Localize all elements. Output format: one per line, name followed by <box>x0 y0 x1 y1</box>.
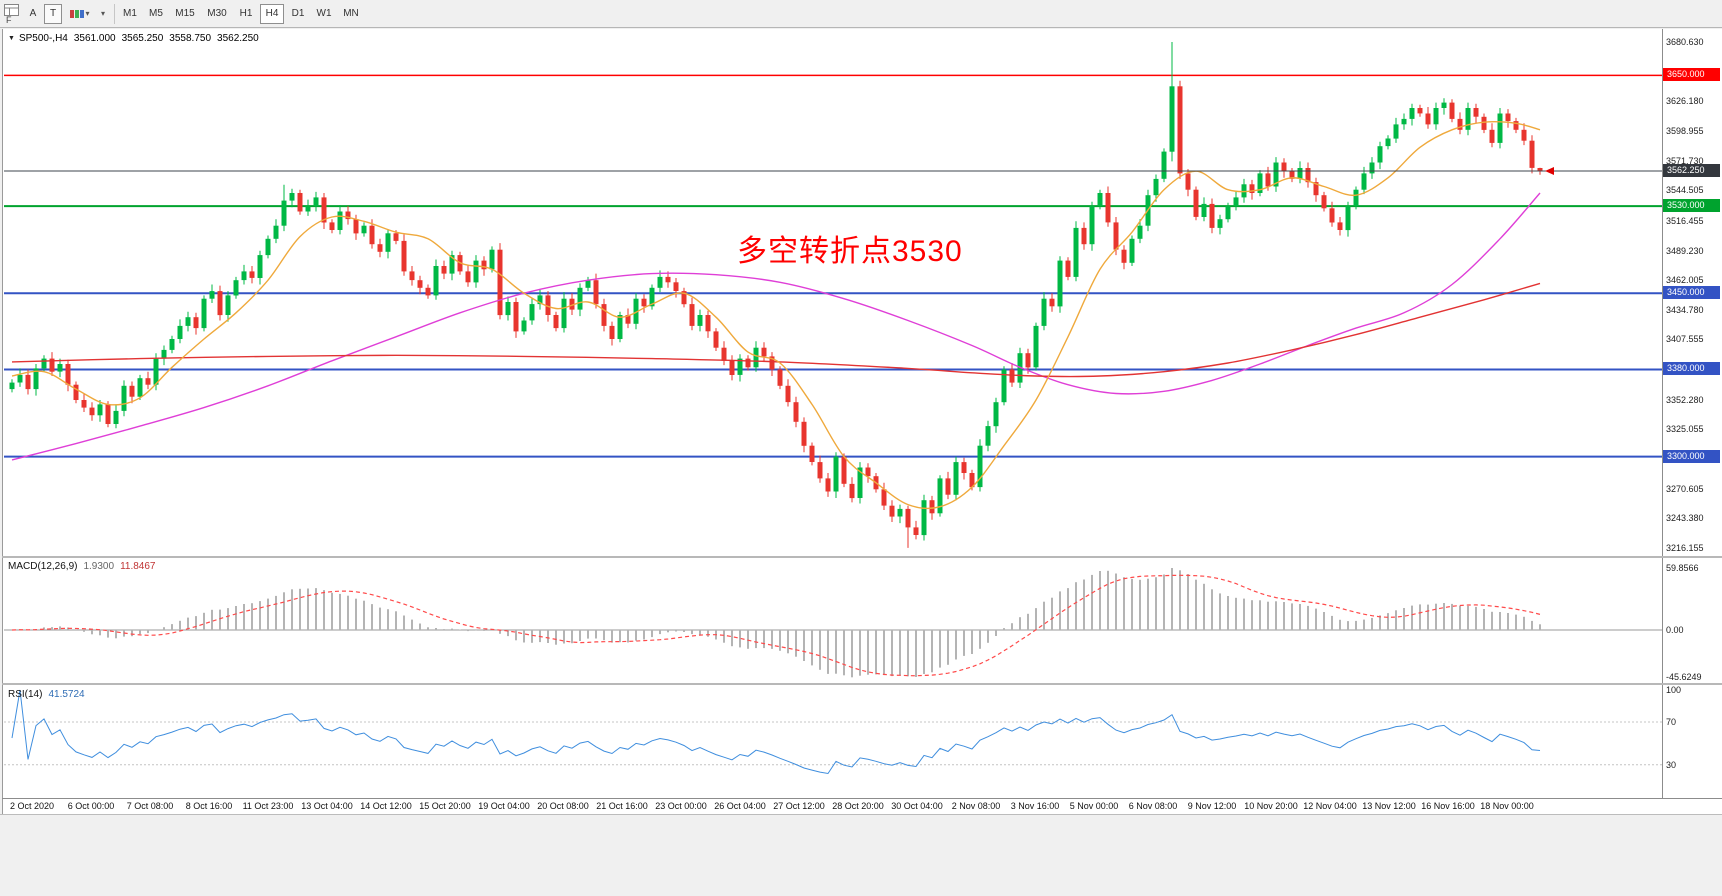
ohlc-high: 3565.250 <box>121 33 164 44</box>
chevron-down-icon: ▾ <box>85 9 90 18</box>
rsi-panel-canvas[interactable] <box>4 686 1662 798</box>
timeframe-m5-button[interactable]: M5 <box>144 4 168 24</box>
chart-header: ▼ SP500-,H4 3561.000 3565.250 3558.750 3562.2… <box>8 33 265 44</box>
macd-signal-value: 11.8467 <box>120 561 156 572</box>
axis-separator-line <box>1662 29 1663 798</box>
cursor-tool-button[interactable]: A <box>24 4 42 24</box>
timeframe-h4-button[interactable]: H4 <box>260 4 284 24</box>
rsi-axis[interactable] <box>1663 686 1722 798</box>
rsi-title: RSI(14) <box>8 689 43 700</box>
toolbar-separator <box>114 4 115 24</box>
toolbar: F A T ▾ ▾ M1 M5 M15 M30 H1 H4 D1 W1 MN <box>0 0 1722 28</box>
ohlc-low: 3558.750 <box>169 33 212 44</box>
price-axis[interactable] <box>1663 30 1722 556</box>
current-price-arrow <box>1545 167 1554 175</box>
time-axis[interactable] <box>4 799 1660 814</box>
time-axis-border <box>2 798 1722 799</box>
timeframe-w1-button[interactable]: W1 <box>312 4 336 24</box>
time-axis-background <box>2 799 1722 814</box>
macd-label: MACD(12,26,9) 1.9300 11.8467 <box>8 561 155 572</box>
panel-splitter[interactable] <box>2 556 1722 558</box>
panel-splitter[interactable] <box>2 683 1722 685</box>
rsi-label: RSI(14) 41.5724 <box>8 689 85 700</box>
styles-tool-button[interactable]: ▾ <box>66 4 94 24</box>
chart-annotation-text[interactable]: 多空转折点3530 <box>737 235 963 268</box>
macd-axis[interactable] <box>1663 558 1722 682</box>
timeframe-d1-button[interactable]: D1 <box>286 4 310 24</box>
symbol-period-label: SP500-,H4 <box>18 33 68 44</box>
text-tool-button[interactable]: T <box>44 4 62 24</box>
paint-icon <box>70 9 85 20</box>
macd-title: MACD(12,26,9) <box>8 561 78 572</box>
timeframe-m15-button[interactable]: M15 <box>170 4 200 24</box>
timeframe-m1-button[interactable]: M1 <box>118 4 142 24</box>
f-label: F <box>6 15 12 25</box>
ohlc-close: 3562.250 <box>217 33 259 44</box>
ohlc-open: 3561.000 <box>73 33 116 44</box>
chart-window-background <box>2 29 1722 798</box>
timeframe-mn-button[interactable]: MN <box>338 4 364 24</box>
dropdown-button[interactable]: ▾ <box>96 4 110 24</box>
grid-icon <box>4 3 19 16</box>
macd-value: 1.9300 <box>83 561 115 572</box>
collapse-triangle-icon[interactable]: ▼ <box>8 35 15 42</box>
chevron-down-icon: ▾ <box>100 9 105 18</box>
timeframe-m30-button[interactable]: M30 <box>202 4 232 24</box>
chart-windows-button[interactable] <box>2 2 21 17</box>
rsi-value: 41.5724 <box>48 689 85 700</box>
timeframe-h1-button[interactable]: H1 <box>234 4 258 24</box>
macd-panel-canvas[interactable] <box>4 558 1662 682</box>
main-chart-canvas[interactable] <box>4 30 1662 556</box>
window-bottom-border <box>0 814 1722 815</box>
